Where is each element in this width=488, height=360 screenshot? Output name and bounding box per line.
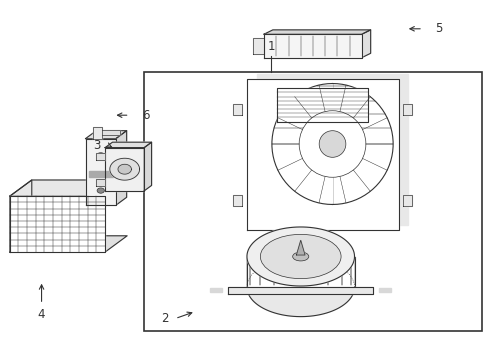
Polygon shape [116, 131, 126, 205]
Ellipse shape [292, 252, 308, 261]
Ellipse shape [319, 131, 345, 157]
Polygon shape [10, 180, 32, 252]
Polygon shape [246, 256, 354, 287]
Polygon shape [264, 30, 370, 34]
Polygon shape [110, 158, 139, 180]
Polygon shape [361, 30, 370, 58]
Polygon shape [93, 127, 102, 139]
Polygon shape [296, 240, 305, 255]
Polygon shape [253, 38, 264, 54]
Polygon shape [85, 131, 126, 139]
Polygon shape [209, 288, 222, 292]
Ellipse shape [97, 188, 104, 193]
Polygon shape [118, 164, 131, 174]
Polygon shape [379, 288, 391, 292]
Text: 3: 3 [93, 139, 101, 152]
Polygon shape [96, 179, 105, 186]
Polygon shape [246, 258, 354, 316]
Polygon shape [105, 142, 151, 148]
Polygon shape [264, 34, 361, 58]
Polygon shape [10, 236, 127, 252]
Polygon shape [246, 227, 354, 286]
Polygon shape [102, 130, 120, 135]
Polygon shape [227, 287, 373, 294]
Ellipse shape [260, 234, 340, 279]
Ellipse shape [299, 111, 365, 177]
Text: 6: 6 [142, 109, 149, 122]
Polygon shape [10, 196, 105, 252]
Polygon shape [246, 79, 398, 230]
Polygon shape [88, 171, 113, 177]
Ellipse shape [97, 153, 104, 158]
Polygon shape [105, 148, 144, 191]
Text: 1: 1 [267, 40, 275, 53]
Polygon shape [144, 142, 151, 191]
Polygon shape [277, 88, 367, 122]
Polygon shape [256, 74, 407, 225]
Text: 2: 2 [161, 312, 169, 325]
Polygon shape [85, 139, 116, 205]
Polygon shape [96, 153, 105, 160]
Polygon shape [233, 195, 242, 206]
Polygon shape [403, 195, 411, 206]
Text: 5: 5 [434, 22, 442, 35]
Polygon shape [10, 180, 127, 196]
Text: 4: 4 [38, 308, 45, 321]
Bar [144, 72, 481, 331]
Polygon shape [233, 104, 242, 115]
Polygon shape [403, 104, 411, 115]
